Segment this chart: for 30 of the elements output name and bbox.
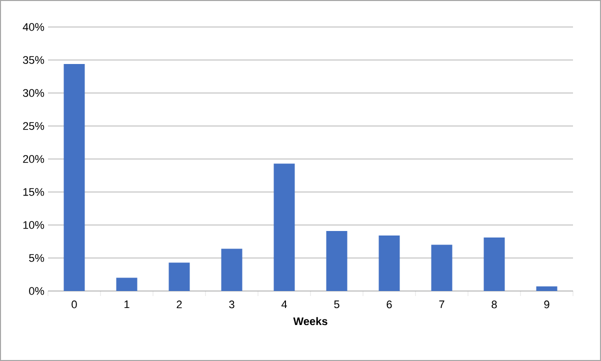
x-tick-label: 2	[176, 300, 182, 308]
bar	[536, 286, 558, 291]
bar	[378, 236, 400, 291]
x-tick-label: 5	[334, 300, 340, 308]
y-tick-label: 25%	[23, 122, 44, 130]
bar	[274, 164, 295, 291]
bar	[221, 248, 242, 291]
bar	[64, 64, 85, 291]
x-tick-label: 7	[439, 300, 444, 308]
y-tick-label: 5%	[29, 254, 44, 262]
bar	[484, 238, 505, 291]
x-tick-label: 8	[492, 300, 497, 308]
x-tick-label: 0	[72, 300, 77, 308]
x-axis-title: Weeks	[293, 317, 328, 326]
bar	[431, 244, 452, 291]
y-tick-label: 40%	[22, 23, 44, 31]
x-tick-label: 9	[544, 300, 550, 308]
y-tick-label: 35%	[22, 56, 44, 64]
x-tick-label: 4	[281, 300, 287, 308]
y-tick-label: 0%	[29, 287, 44, 295]
x-tick-label: 1	[124, 300, 130, 308]
bar	[168, 262, 190, 291]
x-tick-label: 3	[229, 300, 234, 308]
y-tick-label: 15%	[23, 188, 44, 196]
y-tick-label: 10%	[23, 221, 44, 229]
bar	[326, 230, 348, 291]
bar	[116, 278, 138, 291]
x-tick-label: 6	[386, 300, 392, 308]
y-tick-label: 20%	[23, 155, 44, 163]
y-tick-label: 30%	[22, 89, 44, 97]
